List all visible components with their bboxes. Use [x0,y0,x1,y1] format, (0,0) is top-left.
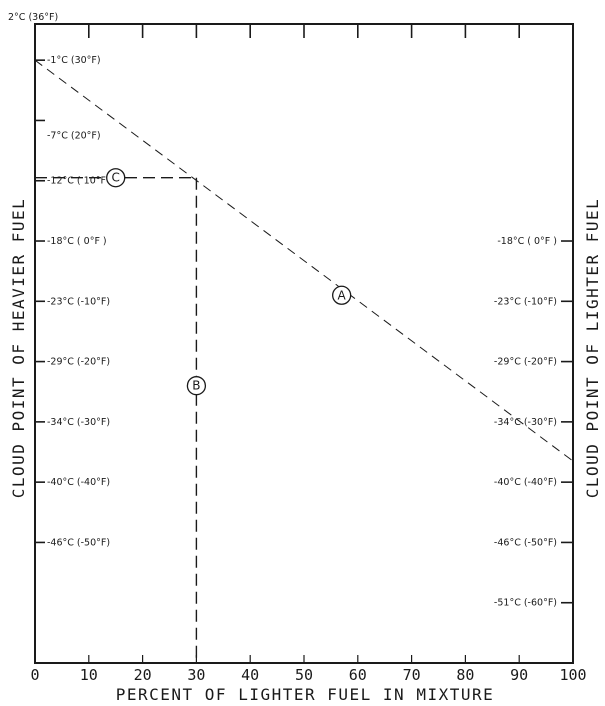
x-tick-label-50: 50 [295,666,313,684]
x-tick-label-30: 30 [187,666,205,684]
right-tick-label-2: -29°C (-20°F) [494,357,557,368]
annotation-circle-C [106,168,126,188]
x-tick-label-80: 80 [456,666,474,684]
x-tick-label-40: 40 [241,666,259,684]
x-tick-label-90: 90 [510,666,528,684]
annotation-label-B: B [192,379,200,393]
x-axis-title: PERCENT OF LIGHTER FUEL IN MIXTURE [116,685,495,704]
right-tick-label-5: -46°C (-50°F) [494,537,557,548]
x-tick-label-100: 100 [559,666,586,684]
right-tick-label-1: -23°C (-10°F) [494,296,557,307]
annotation-circle-A [332,285,352,305]
top-axis-label: 2°C (36°F) [8,12,58,23]
plot-frame [34,23,574,664]
left-tick-label-5: -29°C (-20°F) [47,357,110,368]
annotation-label-A: A [338,288,347,302]
annotation-B: B [186,376,207,396]
right-tick-label-4: -40°C (-40°F) [494,477,557,488]
x-tick-label-60: 60 [349,666,367,684]
annotation-label-C: C [112,171,120,185]
left-tick-label-4: -23°C (-10°F) [47,296,110,307]
y-axis-right-title: CLOUD POINT OF LIGHTER FUEL [583,198,602,499]
x-tick-label-10: 10 [80,666,98,684]
annotation-circle-B [186,376,207,396]
right-tick-label-0: -18°C ( 0°F ) [497,236,557,247]
annotation-A: A [332,285,352,305]
left-tick-label-0: -1°C (30°F) [47,55,101,66]
left-tick-label-2: -12°C ( 10°F ) [47,176,113,187]
x-tick-label-70: 70 [403,666,421,684]
left-tick-label-1: -7°C (20°F) [47,130,101,141]
x-tick-label-0: 0 [30,666,39,684]
right-tick-label-6: -51°C (-60°F) [494,598,557,609]
left-tick-label-7: -40°C (-40°F) [47,477,110,488]
y-axis-left-title: CLOUD POINT OF HEAVIER FUEL [9,198,28,499]
x-tick-label-20: 20 [134,666,152,684]
left-tick-label-3: -18°C ( 0°F ) [47,236,107,247]
annotation-C: C [106,168,126,188]
left-tick-label-6: -34°C (-30°F) [47,417,110,428]
series-line-A [34,59,574,462]
right-tick-label-3: -34°C (-30°F) [494,417,557,428]
left-tick-label-8: -46°C (-50°F) [47,537,110,548]
